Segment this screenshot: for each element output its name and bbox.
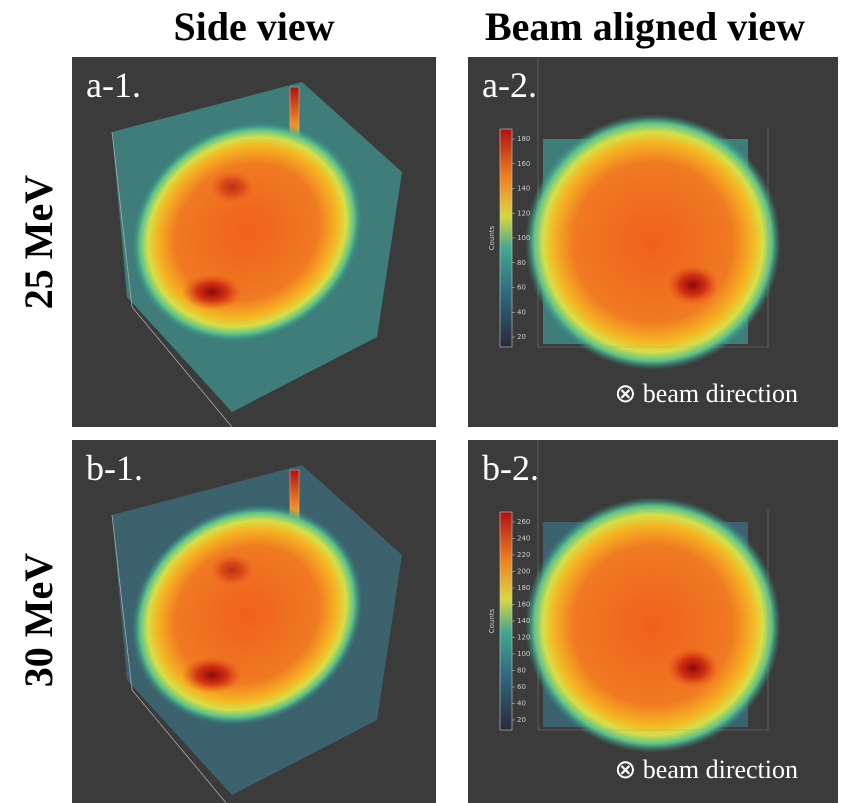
colorbar-tick-label: 60: [517, 683, 526, 691]
colorbar-tick-label: 140: [517, 617, 530, 625]
panel-label: b-1.: [86, 448, 143, 488]
colorbar-tick-label: 260: [517, 518, 530, 526]
axis-line: [537, 57, 769, 348]
note: ⊗ beam direction: [615, 755, 799, 784]
hot-spot: [667, 648, 719, 688]
row-header: 30 MeV: [16, 553, 61, 688]
colorbar-tick-label: 140: [517, 185, 530, 193]
colorbar-tick-label: 180: [517, 584, 530, 592]
colorbar: [499, 511, 513, 731]
colorbar-tick-label: 20: [517, 333, 526, 341]
panel: b-1.: [72, 440, 436, 803]
row-header: 25 MeV: [16, 175, 61, 310]
colorbar-tick-label: 40: [517, 308, 526, 316]
hot-spot: [210, 171, 254, 203]
colorbar-tick-label: 200: [517, 568, 530, 576]
axis-line: [537, 440, 769, 731]
panel: Counts 20 40 60 80 100 120 140 160 180 ⊗ beam dire…: [468, 57, 838, 427]
colorbar-title: Counts: [488, 608, 496, 633]
panel-label: b-2.: [482, 448, 539, 488]
panel: a-1.: [72, 57, 436, 428]
colorbar-tick-label: 100: [517, 650, 530, 658]
hot-spot: [182, 274, 242, 310]
axis-line: [111, 514, 227, 803]
colorbar-tick-label: 80: [517, 667, 526, 675]
colorbar-tick-label: 220: [517, 551, 530, 559]
colorbar-tick-label: 160: [517, 160, 530, 168]
hot-spot: [210, 554, 254, 586]
colorbar-tick-label: 180: [517, 135, 530, 143]
panel-label: a-1.: [86, 65, 141, 105]
hot-spot: [667, 265, 719, 305]
column-header: Beam aligned view: [485, 4, 805, 49]
colorbar: [499, 128, 513, 348]
colorbar-tick-label: 60: [517, 284, 526, 292]
colorbar-title: Counts: [488, 225, 496, 250]
panel: Counts 20 40 60 80 100 120 140 160 180 200 220 240 26…: [468, 440, 838, 803]
panel-label: a-2.: [482, 65, 537, 105]
hot-spot: [182, 657, 242, 693]
dose-volume: [525, 497, 781, 753]
note: ⊗ beam direction: [615, 379, 799, 408]
colorbar-tick-label: 80: [517, 259, 526, 267]
colorbar-tick-label: 120: [517, 209, 530, 217]
colorbar-tick-label: 120: [517, 634, 530, 642]
column-header: Side view: [173, 4, 334, 49]
axis-line: [111, 131, 233, 428]
dose-volume: [525, 114, 781, 370]
colorbar-tick-label: 40: [517, 700, 526, 708]
colorbar-tick-label: 240: [517, 535, 530, 543]
colorbar-tick-label: 20: [517, 716, 526, 724]
colorbar-tick-label: 100: [517, 234, 530, 242]
colorbar-tick-label: 160: [517, 601, 530, 609]
